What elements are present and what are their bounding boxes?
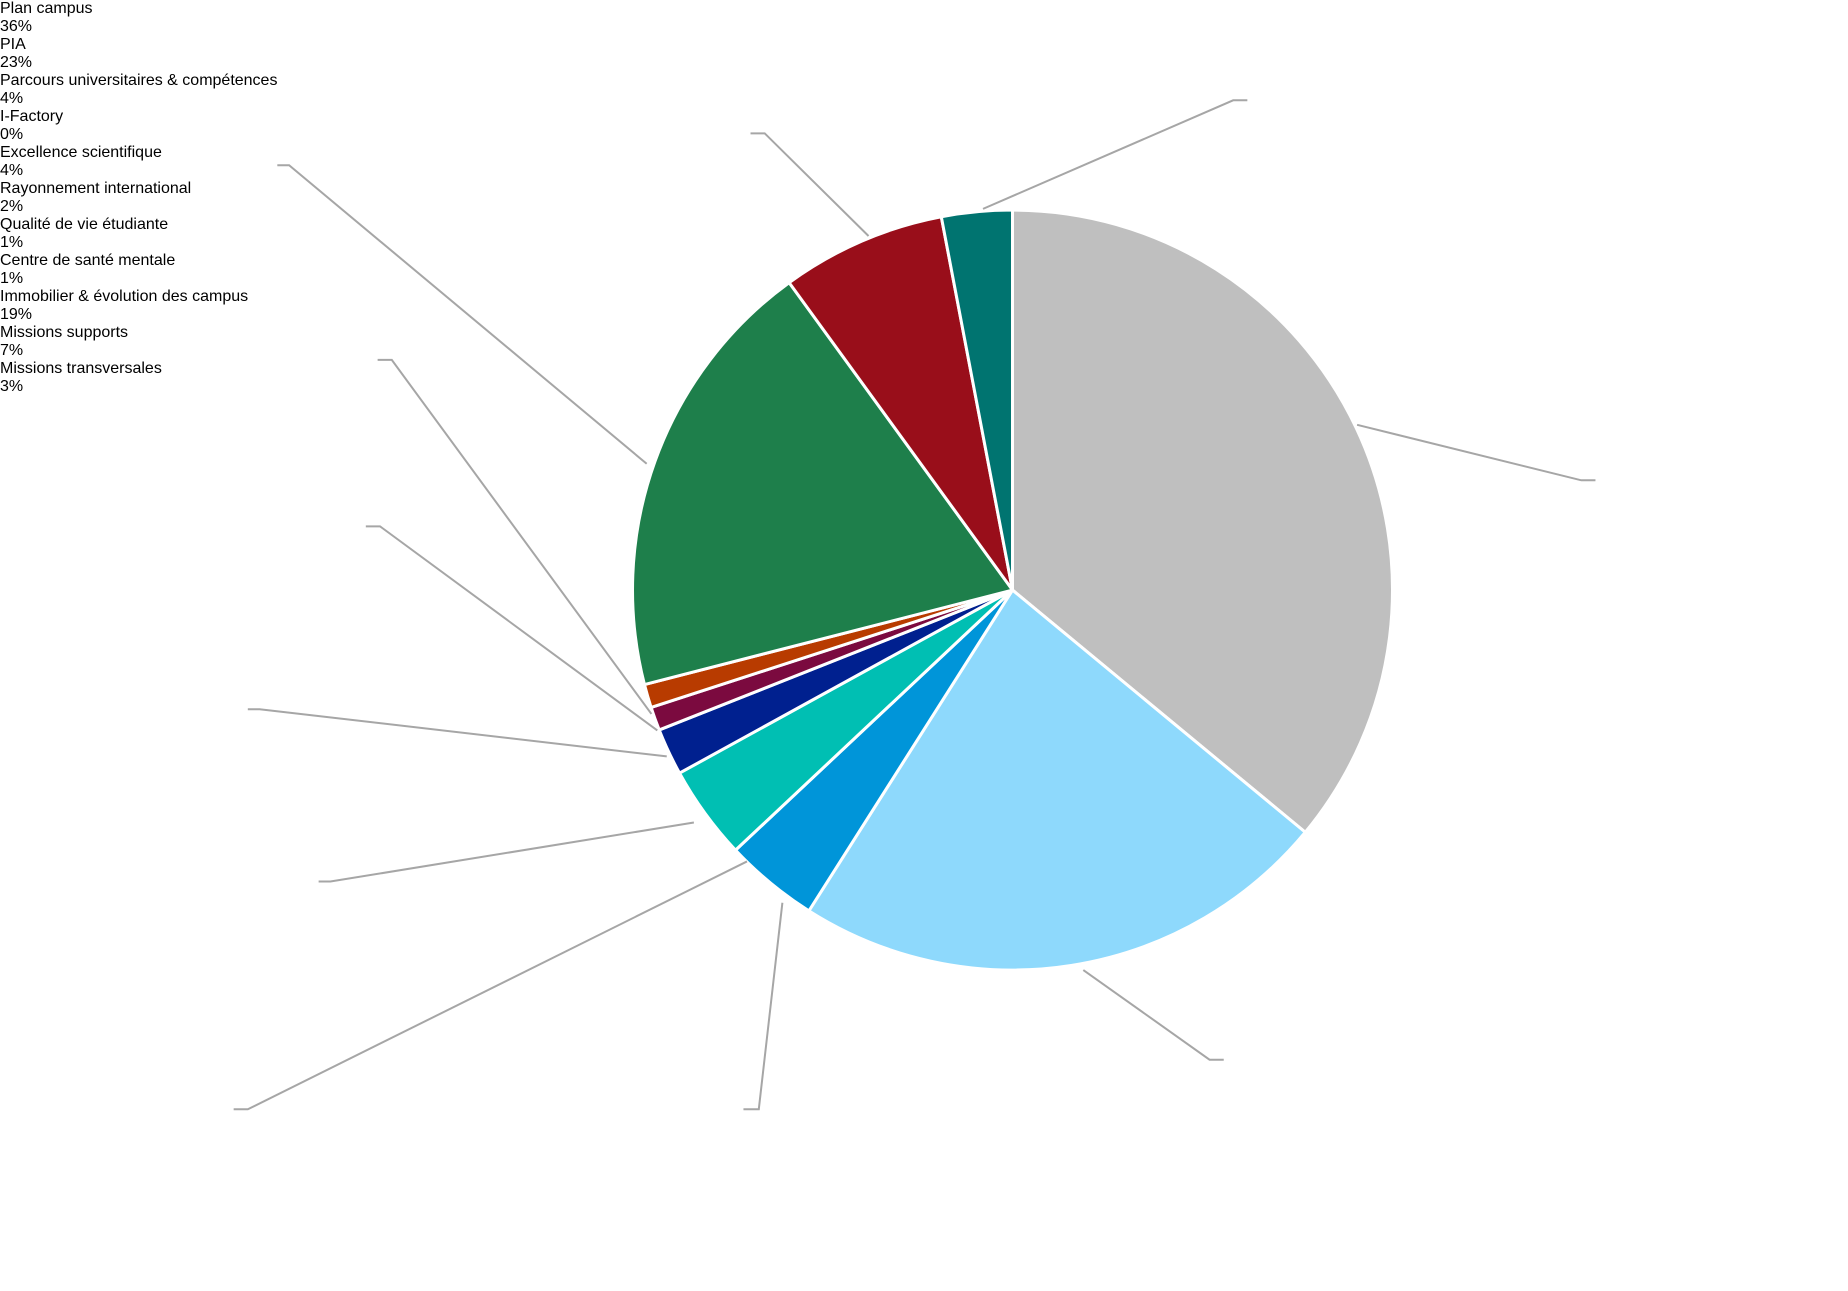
value-label: 7% <box>0 342 24 359</box>
pie-slice <box>787 215 1015 592</box>
pie-slice <box>1011 208 1394 834</box>
leader-line <box>750 132 870 237</box>
leader-line <box>277 164 648 465</box>
data-label: PIA 23% <box>0 36 1848 72</box>
category-label: Missions transversales <box>0 360 162 377</box>
category-label: Parcours universitaires & compétences <box>0 72 278 89</box>
leader-line <box>247 708 667 758</box>
pie-slice <box>939 208 1015 592</box>
category-label: Rayonnement international <box>0 180 192 197</box>
leader-line <box>1356 423 1596 482</box>
category-label: Immobilier & évolution des campus <box>0 288 249 305</box>
value-label: 0% <box>0 126 24 143</box>
data-label: Missions supports 7% <box>0 324 1848 360</box>
value-label: 23% <box>0 54 33 71</box>
data-label: Centre de santé mentale 1% <box>0 252 1848 288</box>
leader-line <box>743 902 784 1111</box>
data-label: Rayonnement international 2% <box>0 180 1848 216</box>
data-label: I-Factory 0% <box>0 108 1848 144</box>
leader-line <box>1082 969 1224 1061</box>
leader-line <box>982 99 1248 210</box>
data-label: Plan campus 36% <box>0 0 1848 36</box>
category-label: Plan campus <box>0 0 93 17</box>
data-label: Parcours universitaires & compétences 4% <box>0 72 1848 108</box>
category-label: I-Factory <box>0 108 64 125</box>
pie-slice <box>631 281 1015 687</box>
category-label: Missions supports <box>0 324 129 341</box>
value-label: 1% <box>0 270 24 287</box>
data-label: Excellence scientifique 4% <box>0 144 1848 180</box>
data-label: Qualité de vie étudiante 1% <box>0 216 1848 252</box>
data-label: Immobilier & évolution des campus 19% <box>0 288 1848 324</box>
leader-line <box>318 821 695 883</box>
category-label: Qualité de vie étudiante <box>0 216 169 233</box>
leader-line <box>365 525 658 732</box>
value-label: 19% <box>0 306 33 323</box>
value-label: 2% <box>0 198 24 215</box>
value-label: 3% <box>0 378 24 395</box>
value-label: 1% <box>0 234 24 251</box>
leader-line <box>233 860 748 1111</box>
value-label: 36% <box>0 18 33 35</box>
data-label: Missions transversales 3% <box>0 360 1848 396</box>
value-label: 4% <box>0 90 24 107</box>
pie-slice <box>807 588 1307 972</box>
category-label: PIA <box>0 36 26 53</box>
category-label: Centre de santé mentale <box>0 252 176 269</box>
leader-line <box>377 358 653 715</box>
category-label: Excellence scientifique <box>0 144 162 161</box>
value-label: 4% <box>0 162 24 179</box>
